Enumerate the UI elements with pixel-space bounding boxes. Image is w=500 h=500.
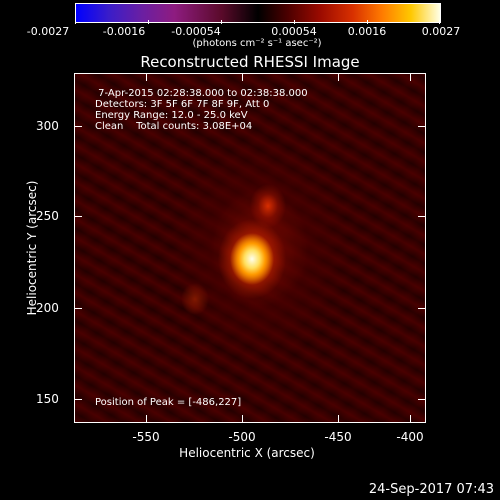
x-tick [410, 415, 411, 422]
info-clean-counts: Clean Total counts: 3.08E+04 [95, 121, 253, 132]
y-tick-label: 200 [36, 301, 59, 315]
rhessi-image: 7-Apr-2015 02:28:38.000 to 02:38:38.000 … [74, 73, 426, 423]
y-tick [75, 308, 82, 309]
colorbar-units: (photons cm⁻² s⁻¹ asec⁻²) [192, 38, 322, 49]
colorbar-label: 0.0016 [347, 25, 387, 38]
timestamp: 24-Sep-2017 07:43 [368, 482, 494, 497]
x-tick [338, 415, 339, 422]
x-tick-top [146, 74, 147, 81]
plot-title: Reconstructed RHESSI Image [140, 53, 360, 71]
x-tick-label: -450 [324, 430, 352, 444]
y-tick-label: 300 [36, 119, 59, 133]
x-tick-label: -400 [396, 430, 424, 444]
x-tick-top [242, 74, 243, 81]
info-time-range: 7-Apr-2015 02:28:38.000 to 02:38:38.000 [95, 88, 308, 99]
colorbar-tick [148, 20, 149, 24]
y-tick [75, 216, 82, 217]
colorbar-label: 0.00054 [271, 25, 317, 38]
x-tick-top [338, 74, 339, 81]
colorbar [75, 3, 441, 23]
colorbar-tick [367, 20, 368, 24]
x-axis-title: Heliocentric X (arcsec) [179, 446, 315, 460]
y-tick-right [418, 308, 425, 309]
x-tick [146, 415, 147, 422]
info-detectors: Detectors: 3F 5F 6F 7F 8F 9F, Att 0 [95, 99, 270, 110]
colorbar-label: -0.0027 [26, 25, 70, 38]
colorbar-label: 0.0027 [421, 25, 461, 38]
colorbar-label: -0.0016 [102, 25, 146, 38]
y-tick [75, 399, 82, 400]
x-tick-label: -500 [228, 430, 256, 444]
colorbar-tick [75, 20, 76, 24]
x-tick-label: -550 [132, 430, 160, 444]
x-tick-top [410, 74, 411, 81]
colorbar-label: -0.00054 [171, 25, 221, 38]
colorbar-tick [439, 20, 440, 24]
peak-position-label: Position of Peak = [-486,227] [95, 397, 242, 408]
colorbar-tick [294, 20, 295, 24]
info-energy-range: Energy Range: 12.0 - 25.0 keV [95, 110, 248, 121]
colorbar-tick [221, 20, 222, 24]
y-tick-right [418, 399, 425, 400]
y-tick [75, 126, 82, 127]
y-tick-label: 150 [36, 392, 59, 406]
y-tick-label: 250 [36, 209, 59, 223]
y-tick-right [418, 216, 425, 217]
y-axis-title: Heliocentric Y (arcsec) [25, 180, 39, 316]
x-tick [242, 415, 243, 422]
y-tick-right [418, 126, 425, 127]
